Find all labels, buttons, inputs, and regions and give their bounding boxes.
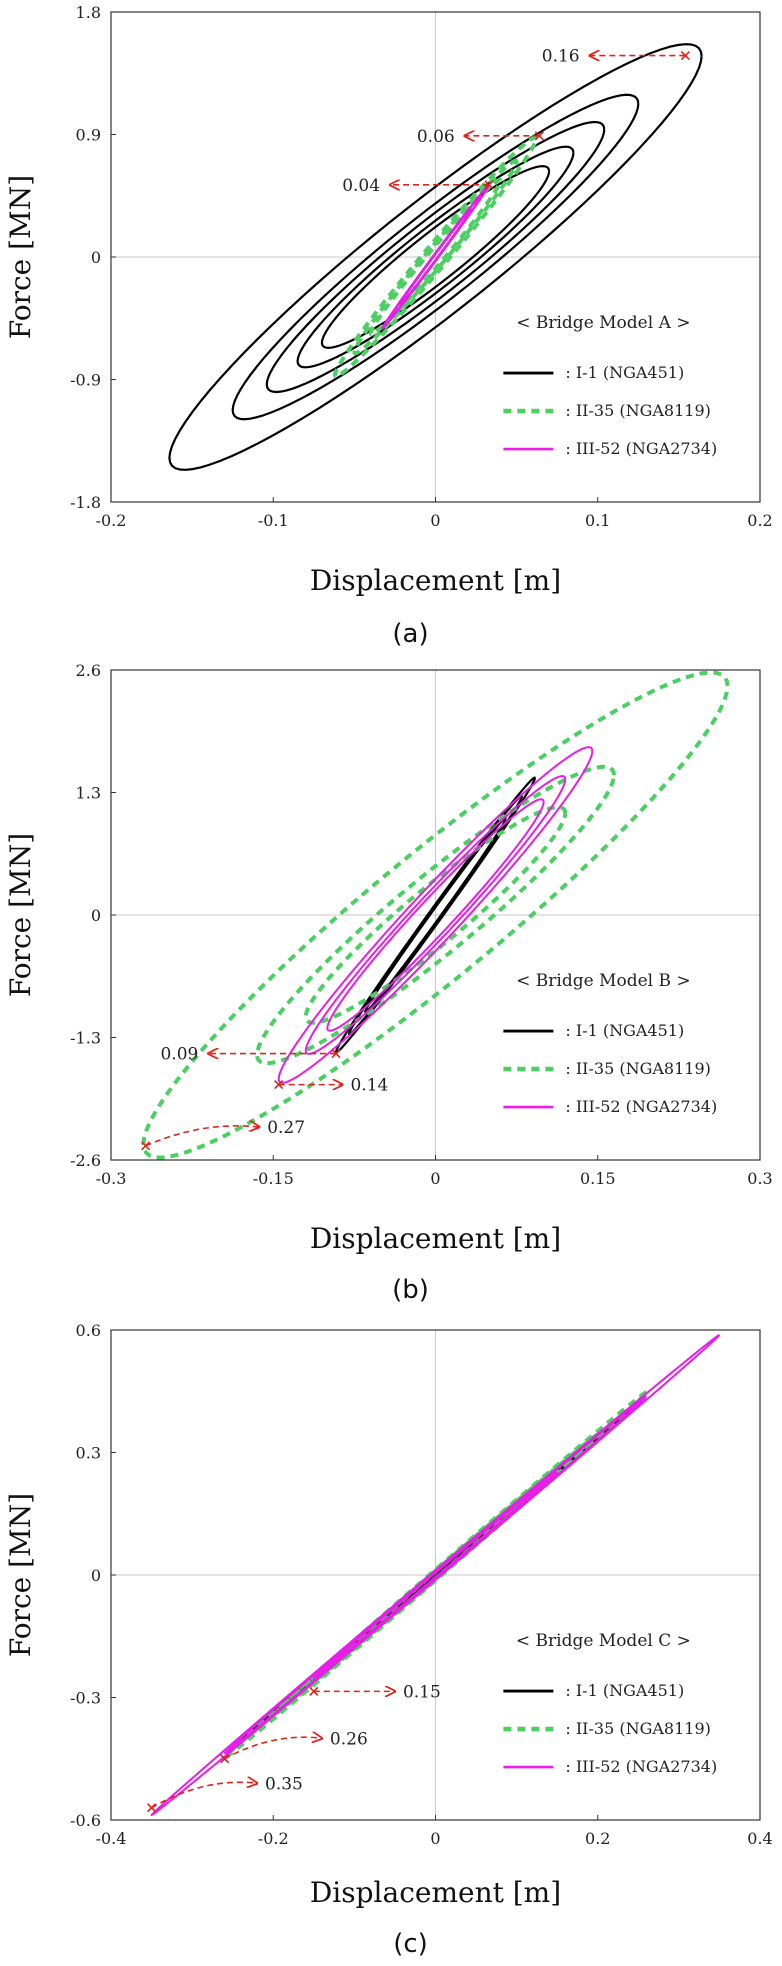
x-tick-label: -0.3 [96,1169,127,1188]
x-tick-label: 0.4 [747,1829,772,1848]
y-tick-label: 0.3 [76,1444,101,1463]
legend-title: < Bridge Model C > [516,1631,691,1651]
y-tick-label: 0 [91,906,101,925]
series-1-loop-3 [265,120,606,394]
legend-label-2: : II-35 (NGA8119) [565,401,711,420]
x-tick-label: -0.2 [258,1829,289,1848]
chart-panel-1: 0.16 0.06 0.04 -0.2 -0.1 0 0.1 0.2 -1.8 -0.9 0 0.9 1… [4,3,773,649]
peak-arrow [151,1782,257,1809]
y-tick-label: -1.8 [70,493,101,512]
peak-annotation-2: 0.14 [274,1076,388,1096]
x-tick-label: 0.1 [585,511,610,530]
x-tick-label: -0.4 [96,1829,127,1848]
panel-caption: (c) [393,1929,428,1959]
peak-annotation-1: 0.15 [309,1682,441,1702]
legend-label-2: : II-35 (NGA8119) [565,1059,711,1078]
x-tick-label: 0.15 [580,1169,616,1188]
x-tick-label: 0.3 [747,1169,772,1188]
peak-annotation-2: 0.06 [417,127,544,147]
y-tick-label: -2.6 [70,1151,101,1170]
y-axis-label: Force [MN] [4,833,37,997]
series-2-loop-1 [332,135,539,379]
peak-arrow [145,1126,260,1147]
peak-label: 0.09 [160,1045,198,1065]
legend-label-3: : III-52 (NGA2734) [565,439,717,458]
x-tick-label: -0.15 [253,1169,294,1188]
series-3-loop-3 [398,208,473,306]
x-tick-label: 0 [430,511,440,530]
y-tick-label: 1.8 [76,3,101,22]
peak-annotation-1: 0.16 [542,47,690,67]
x-tick-label: 0 [430,1829,440,1848]
peak-label: 0.16 [542,47,580,67]
series-2-loop-3 [303,805,568,1025]
series-1-loop-1 [168,43,703,471]
series-1-loop-4 [296,145,575,369]
x-tick-label: 0 [430,1169,440,1188]
y-tick-label: 2.6 [76,661,101,680]
y-axis-label: Force [MN] [4,175,37,339]
legend-label-3: : III-52 (NGA2734) [565,1097,717,1116]
series-group [150,1333,721,1817]
peak-arrow [224,1737,322,1760]
legend-label-3: : III-52 (NGA2734) [565,1757,717,1776]
x-axis-label: Displacement [m] [310,1222,561,1255]
legend: < Bridge Model B > : I-1 (NGA451) : II-35 … [503,971,717,1116]
peak-annotation-3: 0.35 [146,1774,303,1813]
peak-label: 0.15 [403,1682,441,1702]
panel-caption: (b) [392,1275,429,1305]
peak-label: 0.35 [265,1774,303,1794]
y-tick-label: 0.6 [76,1321,101,1340]
peak-label: 0.04 [342,176,380,196]
panel-caption: (a) [392,619,428,649]
y-tick-label: -0.6 [70,1811,101,1830]
x-tick-label: 0.2 [747,511,772,530]
y-tick-label: -0.3 [70,1689,101,1708]
legend-label-1: : I-1 (NGA451) [565,1021,684,1040]
series-3-loop-1 [277,746,594,1084]
x-axis-label: Displacement [m] [310,564,561,597]
legend-label-2: : II-35 (NGA8119) [565,1719,711,1738]
series-2-loop-2 [255,764,616,1066]
legend-label-1: : I-1 (NGA451) [565,363,684,382]
y-tick-label: -1.3 [70,1029,101,1048]
legend: < Bridge Model C > : I-1 (NGA451) : II-35 … [503,1631,717,1776]
series-2-loop-2 [352,158,519,356]
peak-label: 0.14 [350,1076,388,1096]
peak-label: 0.26 [330,1729,368,1749]
peak-label: 0.06 [417,127,455,147]
y-tick-label: 0 [91,248,101,267]
x-axis-label: Displacement [m] [310,1876,561,1909]
series-3-loop-1 [150,1333,721,1817]
series-3-loop-3 [312,1471,558,1679]
chart-panel-2: 0.09 0.14 0.27 -0.3 -0.15 0 0.15 0.3 -2.6 -1.3 0 1.… [4,661,773,1305]
x-tick-label: -0.1 [258,511,289,530]
legend-title: < Bridge Model A > [516,313,690,333]
chart-panel-3: 0.15 0.26 0.35 -0.4 -0.2 0 0.2 0.4 -0.6 -0.3 0 0.3 0… [4,1321,773,1959]
peak-annotation-1: 0.09 [160,1045,341,1065]
legend-label-1: : I-1 (NGA451) [565,1681,684,1700]
series-3-loop-3 [326,798,545,1032]
series-1-loop-3 [364,816,507,1014]
x-tick-label: -0.2 [96,511,127,530]
y-axis-label: Force [MN] [4,1493,37,1657]
series-3-loop-2 [223,1395,648,1755]
peak-annotation-3: 0.27 [141,1118,305,1151]
y-tick-label: -0.9 [70,371,101,390]
peak-annotation-2: 0.26 [220,1729,368,1764]
peak-label: 0.27 [267,1118,305,1138]
y-tick-label: 0.9 [76,126,101,145]
legend-title: < Bridge Model B > [516,971,691,991]
y-tick-label: 0 [91,1566,101,1585]
y-tick-label: 1.3 [76,784,101,803]
x-tick-label: 0.2 [585,1829,610,1848]
legend: < Bridge Model A > : I-1 (NGA451) : II-35 … [503,313,717,458]
series-3-loop-2 [304,775,567,1055]
peak-annotation-3: 0.04 [342,176,494,196]
